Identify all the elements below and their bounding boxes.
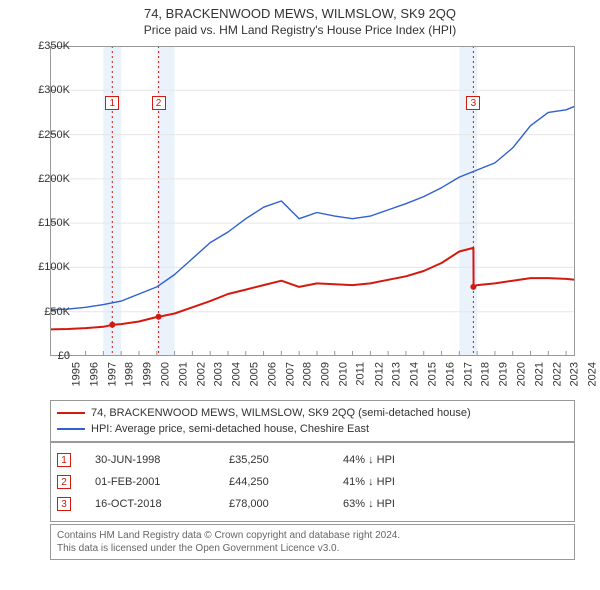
x-tick-label: 1995 [70, 362, 82, 386]
chart-title: 74, BRACKENWOOD MEWS, WILMSLOW, SK9 2QQ [0, 0, 600, 21]
figure-container: { "title": "74, BRACKENWOOD MEWS, WILMSL… [0, 0, 600, 590]
sales-table: 1 30-JUN-1998 £35,250 44% ↓ HPI 2 01-FEB-2001… [50, 442, 575, 522]
x-tick-label: 2024 [587, 362, 599, 386]
chart-plot-area [50, 46, 575, 356]
sale-marker: 3 [57, 497, 71, 511]
y-tick-label: £200K [24, 173, 70, 185]
sale-price: £78,000 [229, 498, 319, 510]
chart-subtitle: Price paid vs. HM Land Registry's House … [0, 21, 600, 43]
x-tick-label: 2000 [159, 362, 171, 386]
chart-sale-marker: 3 [466, 96, 480, 110]
chart-sale-marker: 1 [105, 96, 119, 110]
sale-date: 16-OCT-2018 [95, 498, 205, 510]
legend-label: HPI: Average price, semi-detached house,… [91, 423, 369, 435]
y-tick-label: £0 [24, 350, 70, 362]
sale-pct-vs-hpi: 41% ↓ HPI [343, 476, 453, 488]
x-tick-label: 2004 [231, 362, 243, 386]
copyright-notice: Contains HM Land Registry data © Crown c… [50, 524, 575, 560]
legend-label: 74, BRACKENWOOD MEWS, WILMSLOW, SK9 2QQ … [91, 407, 471, 419]
y-tick-label: £350K [24, 40, 70, 52]
x-tick-label: 2009 [320, 362, 332, 386]
x-tick-label: 1997 [106, 362, 118, 386]
chart-sale-marker: 2 [152, 96, 166, 110]
sale-date: 30-JUN-1998 [95, 454, 205, 466]
y-tick-label: £100K [24, 261, 70, 273]
sale-date: 01-FEB-2001 [95, 476, 205, 488]
x-tick-label: 2020 [515, 362, 527, 386]
x-tick-label: 1996 [88, 362, 100, 386]
sale-marker: 1 [57, 453, 71, 467]
copyright-line-2: This data is licensed under the Open Gov… [57, 542, 568, 555]
x-tick-label: 1999 [142, 362, 154, 386]
sale-pct-vs-hpi: 63% ↓ HPI [343, 498, 453, 510]
x-tick-label: 2021 [533, 362, 545, 386]
x-tick-label: 2018 [480, 362, 492, 386]
x-tick-label: 1998 [124, 362, 136, 386]
sale-marker: 2 [57, 475, 71, 489]
x-tick-label: 2001 [177, 362, 189, 386]
x-tick-label: 2016 [444, 362, 456, 386]
x-tick-label: 2013 [391, 362, 403, 386]
x-tick-label: 2012 [373, 362, 385, 386]
sale-pct-vs-hpi: 44% ↓ HPI [343, 454, 453, 466]
legend-swatch [57, 428, 85, 430]
x-tick-label: 2006 [266, 362, 278, 386]
legend-item: 74, BRACKENWOOD MEWS, WILMSLOW, SK9 2QQ … [57, 405, 568, 421]
x-tick-label: 2019 [498, 362, 510, 386]
sale-row: 3 16-OCT-2018 £78,000 63% ↓ HPI [57, 493, 568, 515]
x-tick-label: 2007 [284, 362, 296, 386]
sale-price: £35,250 [229, 454, 319, 466]
x-tick-label: 2010 [337, 362, 349, 386]
x-tick-label: 2023 [569, 362, 581, 386]
y-tick-label: £50K [24, 306, 70, 318]
sale-row: 1 30-JUN-1998 £35,250 44% ↓ HPI [57, 449, 568, 471]
x-tick-label: 2014 [409, 362, 421, 386]
x-tick-label: 2022 [551, 362, 563, 386]
sale-row: 2 01-FEB-2001 £44,250 41% ↓ HPI [57, 471, 568, 493]
x-tick-label: 2005 [248, 362, 260, 386]
x-tick-label: 2002 [195, 362, 207, 386]
chart-svg [50, 46, 575, 356]
legend: 74, BRACKENWOOD MEWS, WILMSLOW, SK9 2QQ … [50, 400, 575, 442]
y-tick-label: £300K [24, 84, 70, 96]
y-tick-label: £250K [24, 129, 70, 141]
y-tick-label: £150K [24, 217, 70, 229]
x-tick-label: 2017 [462, 362, 474, 386]
x-tick-label: 2008 [302, 362, 314, 386]
x-tick-label: 2015 [426, 362, 438, 386]
x-tick-label: 2011 [354, 362, 366, 386]
legend-item: HPI: Average price, semi-detached house,… [57, 421, 568, 437]
sale-price: £44,250 [229, 476, 319, 488]
legend-swatch [57, 412, 85, 414]
copyright-line-1: Contains HM Land Registry data © Crown c… [57, 529, 568, 542]
x-tick-label: 2003 [213, 362, 225, 386]
